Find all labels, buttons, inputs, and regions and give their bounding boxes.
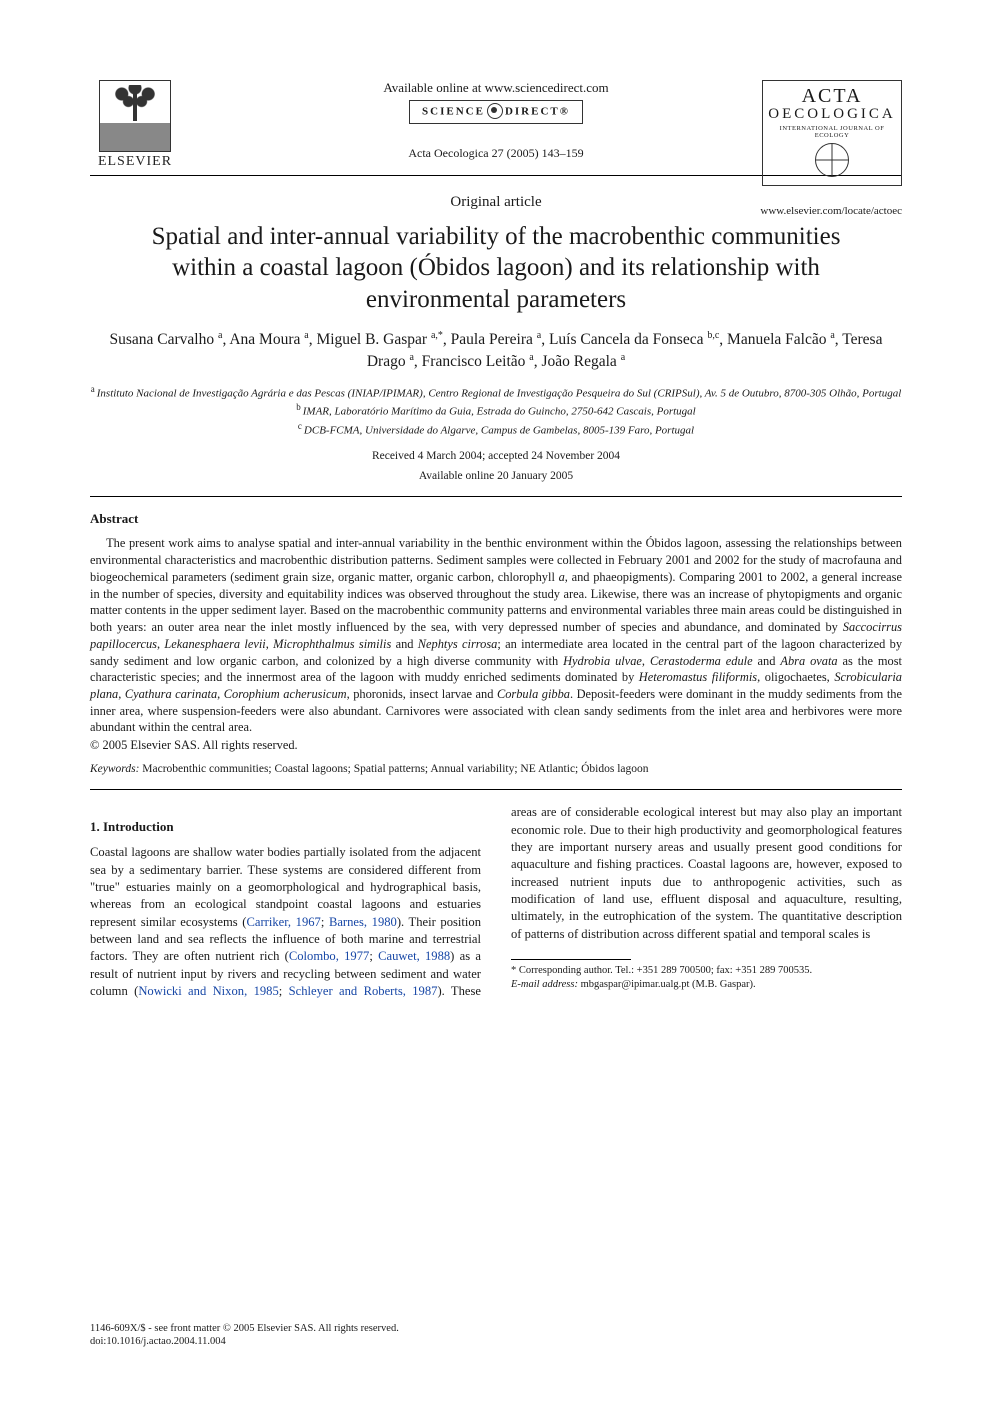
corr-author-line: * Corresponding author. Tel.: +351 289 7… xyxy=(511,964,902,978)
page-footer: 1146-609X/$ - see front matter © 2005 El… xyxy=(90,1322,902,1349)
sciencedirect-left: SCIENCE xyxy=(422,106,485,118)
footer-line1: 1146-609X/$ - see front matter © 2005 El… xyxy=(90,1322,902,1336)
email-value: mbgaspar@ipimar.ualg.pt (M.B. Gaspar). xyxy=(581,979,756,990)
email-label: E-mail address: xyxy=(511,979,578,990)
corr-email: E-mail address: mbgaspar@ipimar.ualg.pt … xyxy=(511,978,902,992)
journal-logo-line2: OECOLOGICA xyxy=(767,106,897,123)
footnote-rule xyxy=(511,959,631,960)
footer-line2: doi:10.1016/j.actao.2004.11.004 xyxy=(90,1335,902,1349)
keywords-text: Macrobenthic communities; Coastal lagoon… xyxy=(142,763,648,775)
abstract-heading: Abstract xyxy=(90,511,902,527)
rule-after-dates xyxy=(90,496,902,497)
keywords: Keywords: Macrobenthic communities; Coas… xyxy=(90,763,902,775)
affiliation-b: bIMAR, Laboratório Marítimo da Guia, Est… xyxy=(90,401,902,420)
journal-logo: ACTA OECOLOGICA INTERNATIONAL JOURNAL OF… xyxy=(762,80,902,186)
journal-logo-line3: INTERNATIONAL JOURNAL OF ECOLOGY xyxy=(767,125,897,139)
authors: Susana Carvalho a, Ana Moura a, Miguel B… xyxy=(100,329,892,373)
page-header: ELSEVIER ACTA OECOLOGICA INTERNATIONAL J… xyxy=(90,80,902,161)
elsevier-label: ELSEVIER xyxy=(90,154,180,170)
article-title: Spatial and inter-annual variability of … xyxy=(120,221,872,315)
journal-url: www.elsevier.com/locate/actoec xyxy=(760,205,902,217)
globe-icon xyxy=(815,143,849,177)
keywords-label: Keywords: xyxy=(90,763,139,775)
elsevier-logo: ELSEVIER xyxy=(90,80,180,170)
intro-columns: 1. Introduction Coastal lagoons are shal… xyxy=(90,804,902,1000)
abstract-body: The present work aims to analyse spatial… xyxy=(90,535,902,736)
affiliation-c: cDCB-FCMA, Universidade do Algarve, Camp… xyxy=(90,420,902,439)
rule-after-keywords xyxy=(90,789,902,790)
received-accepted: Received 4 March 2004; accepted 24 Novem… xyxy=(90,450,902,462)
journal-logo-line1: ACTA xyxy=(767,85,897,108)
elsevier-tree-icon xyxy=(99,80,171,152)
abstract-copyright: © 2005 Elsevier SAS. All rights reserved… xyxy=(90,738,902,753)
intro-heading: 1. Introduction xyxy=(90,818,481,836)
sciencedirect-circle-icon xyxy=(487,103,503,119)
sciencedirect-right: DIRECT® xyxy=(505,106,570,118)
sciencedirect-logo: SCIENCE DIRECT® xyxy=(409,100,583,124)
affiliations: aInstituto Nacional de Investigação Agrá… xyxy=(90,383,902,439)
available-online-date: Available online 20 January 2005 xyxy=(90,470,902,482)
corresponding-footnote: * Corresponding author. Tel.: +351 289 7… xyxy=(511,964,902,991)
affiliation-a: aInstituto Nacional de Investigação Agrá… xyxy=(90,383,902,402)
